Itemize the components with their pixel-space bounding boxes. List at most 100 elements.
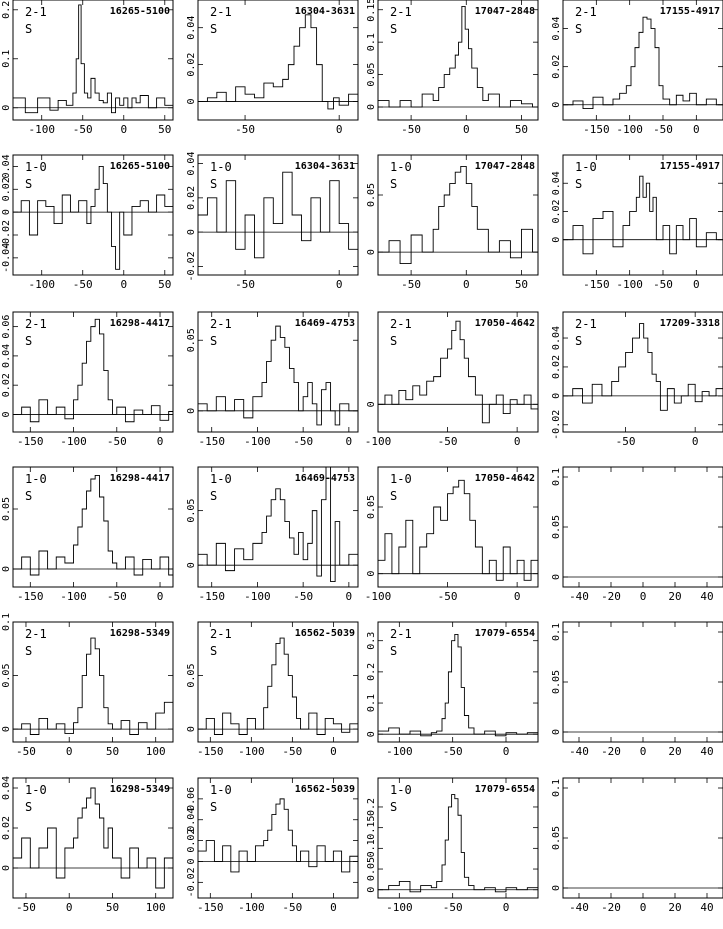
source-label: 16298-5349 (110, 784, 170, 795)
y-tick-label: 0.02 (186, 53, 197, 77)
source-label: 17155-4917 (660, 161, 720, 172)
spectrum-panel: -100 -50 0 50 0 0.1 0.2 2-1 S 16265-5100 (1, 0, 174, 136)
source-label: 16469-4753 (295, 318, 355, 329)
spectrum-panel: -40 -20 0 20 40 0 0.05 0.1 (551, 466, 723, 603)
y-tick-label: 0.1 (1, 50, 12, 68)
x-tick-label: -40 (569, 745, 589, 758)
y-tick-label: 0.05 (551, 826, 562, 850)
spectrum-line (13, 474, 174, 576)
x-tick-label: 100 (146, 901, 166, 914)
x-tick-label: -150 (197, 745, 224, 758)
x-tick-label: -150 (583, 123, 610, 136)
spectrum-line (13, 637, 174, 735)
flag-label: S (575, 334, 582, 348)
x-tick-label: 0 (120, 123, 127, 136)
flag-label: S (25, 334, 32, 348)
x-tick-label: -40 (569, 590, 589, 603)
spectrum-panel: -100 -50 0 50 -0.04-0.02 0 0.020.04 1-0 S 16265-5… (1, 154, 174, 291)
x-tick-label: -150 (17, 435, 44, 448)
x-tick-label: -50 (438, 435, 458, 448)
source-label: 17079-6554 (475, 628, 535, 639)
x-tick-label: 0 (157, 435, 164, 448)
flag-label: S (25, 800, 32, 814)
x-tick-label: -50 (235, 123, 255, 136)
y-tick-label: 0 (366, 887, 377, 893)
y-tick-label: 0.04 (1, 344, 12, 368)
x-tick-label: 0 (640, 590, 647, 603)
flag-label: S (25, 22, 32, 36)
x-tick-label: 0 (336, 278, 343, 291)
source-label: 16298-5349 (110, 628, 170, 639)
spectrum-line (198, 14, 359, 110)
x-tick-label: -50 (443, 901, 463, 914)
transition-label: 2-1 (25, 317, 47, 331)
source-label: 17209-3318 (660, 318, 720, 329)
source-label: 16562-5039 (295, 628, 355, 639)
y-tick-label: 0 (551, 574, 562, 580)
spectrum-line (198, 171, 359, 259)
y-tick-label: 0 (366, 571, 377, 577)
panel-frame (12, 466, 174, 588)
y-tick-label: -0.02 (186, 867, 197, 897)
x-tick-label: -50 (16, 901, 36, 914)
x-tick-label: 0 (157, 590, 164, 603)
spectrum-line (563, 16, 723, 110)
y-tick-label: 0.05 (551, 515, 562, 539)
y-tick-label: 0.05 (1, 664, 12, 688)
panel-frame (377, 154, 539, 276)
flag-label: S (390, 334, 397, 348)
spectrum-panel: -150 -100 -50 0 0 0.02 0.04 2-1 S 17155-4917 (551, 0, 723, 136)
transition-label: 2-1 (210, 627, 232, 641)
x-tick-label: -100 (238, 901, 265, 914)
source-label: 16265-5100 (110, 161, 170, 172)
spectrum-line (198, 466, 359, 582)
x-tick-label: 0 (346, 435, 353, 448)
spectrum-line (198, 798, 359, 873)
x-tick-label: 50 (515, 278, 528, 291)
y-tick-label: 0.02 (551, 199, 562, 223)
x-tick-label: -50 (282, 901, 302, 914)
y-tick-label: 0 (186, 562, 197, 568)
y-tick-label: 0.15 (366, 816, 377, 840)
y-tick-label: 0 (186, 408, 197, 414)
y-tick-label: -0.02 (551, 410, 562, 440)
flag-label: S (210, 177, 217, 191)
flag-label: S (210, 489, 217, 503)
y-tick-label: 0.02 (551, 355, 562, 379)
x-tick-label: -50 (107, 590, 127, 603)
x-tick-label: -50 (16, 745, 36, 758)
x-tick-label: 0 (463, 123, 470, 136)
x-tick-label: 0 (693, 123, 700, 136)
flag-label: S (210, 644, 217, 658)
spectrum-panel: -100 -50 0 0 2-1 S 17050-4642 (365, 311, 539, 448)
y-tick-label: 0 (551, 237, 562, 243)
y-tick-label: 0 (551, 885, 562, 891)
spectrum-panel: -150 -100 -50 0 0 0.05 1-0 S 16298-4417 (1, 466, 174, 603)
y-tick-label: -0.04 (1, 243, 12, 273)
panel-frame (377, 311, 539, 433)
y-tick-label: 0 (1, 105, 12, 111)
panel-frame (377, 621, 539, 743)
spectrum-line (13, 318, 174, 423)
x-tick-label: -150 (583, 278, 610, 291)
x-tick-label: 50 (158, 278, 171, 291)
y-tick-label: 0 (551, 729, 562, 735)
y-tick-label: 0 (186, 726, 197, 732)
x-tick-label: -100 (238, 745, 265, 758)
x-tick-label: 0 (330, 901, 337, 914)
y-tick-label: 0.05 (366, 857, 377, 881)
spectrum-line (378, 6, 538, 108)
spectrum-panel: -100 -50 0 0 0.05 1-0 S 17050-4642 (365, 466, 539, 603)
y-tick-label: 0.02 (1, 177, 12, 201)
y-tick-label: 0.05 (366, 63, 377, 87)
y-tick-label: 0.04 (1, 154, 12, 178)
transition-label: 1-0 (210, 783, 232, 797)
y-tick-label: 0 (551, 102, 562, 108)
transition-label: 1-0 (390, 472, 412, 486)
panel-frame (562, 621, 723, 743)
y-tick-label: 0.05 (366, 495, 377, 519)
x-tick-label: -50 (438, 590, 458, 603)
x-tick-label: -50 (653, 278, 673, 291)
spectrum-panel: -40 -20 0 20 40 0 0.05 0.1 (551, 621, 723, 758)
x-tick-label: -150 (198, 590, 225, 603)
